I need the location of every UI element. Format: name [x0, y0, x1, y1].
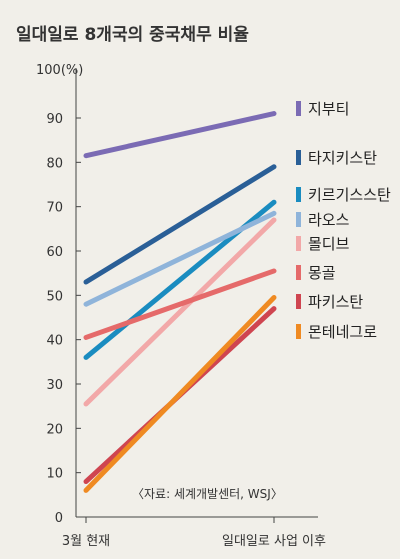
y-tick-label: 0	[55, 511, 63, 526]
series-line-path	[83, 210, 277, 307]
legend-label: 지부티	[308, 100, 349, 118]
y-tick-label: 10	[46, 467, 63, 482]
legend-item: 몬테네그로	[296, 323, 377, 341]
axes: 0 10 20 30 40 50 60 70 80 90 3월 현재 일대일로 사업 이후	[46, 68, 326, 549]
legend-swatch	[296, 101, 301, 116]
legend-label: 라오스	[308, 211, 350, 229]
legend-item: 파키스탄	[296, 293, 363, 311]
legend-item: 타지키스탄	[296, 149, 377, 167]
series-line	[83, 268, 277, 340]
x-tick-label: 일대일로 사업 이후	[222, 534, 326, 549]
legend-label: 타지키스탄	[308, 149, 377, 167]
y-tick-label: 80	[46, 156, 63, 171]
series-line-path	[83, 164, 277, 285]
legend-swatch	[296, 212, 301, 227]
y-tick-label: 20	[46, 422, 63, 437]
legend-label: 몽골	[308, 264, 336, 282]
series-line	[83, 210, 277, 307]
series-lines	[83, 111, 277, 493]
series-line-path	[83, 217, 277, 407]
legend-label: 파키스탄	[308, 293, 363, 311]
y-tick-label: 40	[46, 334, 63, 349]
chart-title: 일대일로 8개국의 중국채무 비율	[16, 25, 249, 45]
source-note: 〈자료: 세계개발센터, WSJ〉	[132, 487, 283, 501]
legend-swatch	[296, 150, 301, 165]
legend-item: 지부티	[296, 100, 349, 118]
legend-label: 몰디브	[308, 235, 350, 253]
y-tick-label: 30	[46, 378, 63, 393]
legend-item: 몽골	[296, 264, 336, 282]
legend-swatch	[296, 236, 301, 251]
series-line-path	[83, 111, 277, 159]
series-line	[83, 111, 277, 159]
series-line-path	[83, 268, 277, 340]
y-unit-label: 100(%)	[36, 63, 83, 78]
y-tick-label: 90	[46, 112, 63, 127]
legend-item: 키르기스스탄	[296, 186, 391, 204]
y-tick-label: 70	[46, 201, 63, 216]
legend-swatch	[296, 294, 301, 309]
y-tick-label: 50	[46, 289, 63, 304]
legend-item: 몰디브	[296, 235, 350, 253]
y-tick-label: 60	[46, 245, 63, 260]
legend-swatch	[296, 187, 301, 202]
series-line	[83, 295, 277, 493]
series-line	[83, 217, 277, 407]
legend-swatch	[296, 324, 301, 339]
series-line	[83, 164, 277, 285]
x-tick-label: 3월 현재	[62, 534, 110, 549]
legend-label: 몬테네그로	[308, 323, 377, 341]
legend-item: 라오스	[296, 211, 350, 229]
series-line-path	[83, 295, 277, 493]
legend-swatch	[296, 265, 301, 280]
legend-label: 키르기스스탄	[308, 186, 391, 204]
